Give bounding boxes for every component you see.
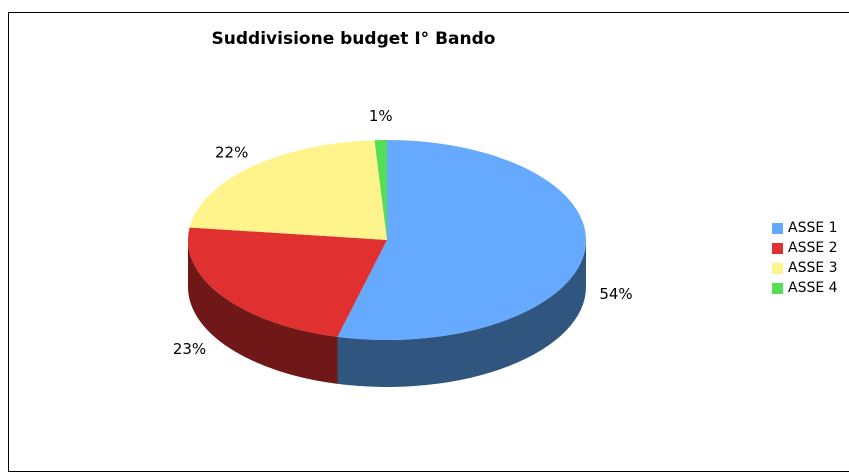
chart-title: Suddivisione budget I° Bando: [211, 29, 496, 49]
pie-label-asse-3: 22%: [215, 144, 248, 162]
legend-item-asse-4: ASSE 4: [772, 278, 838, 298]
pie-sides: [188, 240, 586, 388]
legend-label: ASSE 4: [788, 280, 838, 296]
legend-swatch: [772, 222, 783, 234]
legend: ASSE 1 ASSE 2 ASSE 3 ASSE 4: [772, 218, 838, 298]
legend-swatch: [772, 282, 783, 294]
pie-chart: 54% 23% 22% 1%: [173, 107, 633, 388]
legend-label: ASSE 2: [788, 240, 838, 256]
pie-label-asse-2: 23%: [173, 340, 206, 358]
pie-label-asse-4: 1%: [369, 107, 393, 125]
pie-side-asse-2: [188, 240, 338, 384]
pie-side-asse-1: [337, 240, 586, 388]
legend-item-asse-3: ASSE 3: [772, 258, 838, 278]
legend-label: ASSE 1: [788, 220, 838, 236]
pie-tops: [188, 140, 586, 340]
pie-slice-asse-2: [188, 227, 387, 337]
pie-labels: 54% 23% 22% 1%: [173, 107, 633, 358]
legend-swatch: [772, 242, 783, 254]
legend-label: ASSE 3: [788, 260, 838, 276]
legend-item-asse-1: ASSE 1: [772, 218, 838, 238]
pie-slice-asse-4: [374, 140, 387, 240]
legend-item-asse-2: ASSE 2: [772, 238, 838, 258]
pie-slice-asse-3: [189, 140, 387, 240]
pie-label-asse-1: 54%: [599, 285, 632, 303]
legend-swatch: [772, 262, 783, 274]
pie-slice-asse-1: [337, 140, 586, 340]
